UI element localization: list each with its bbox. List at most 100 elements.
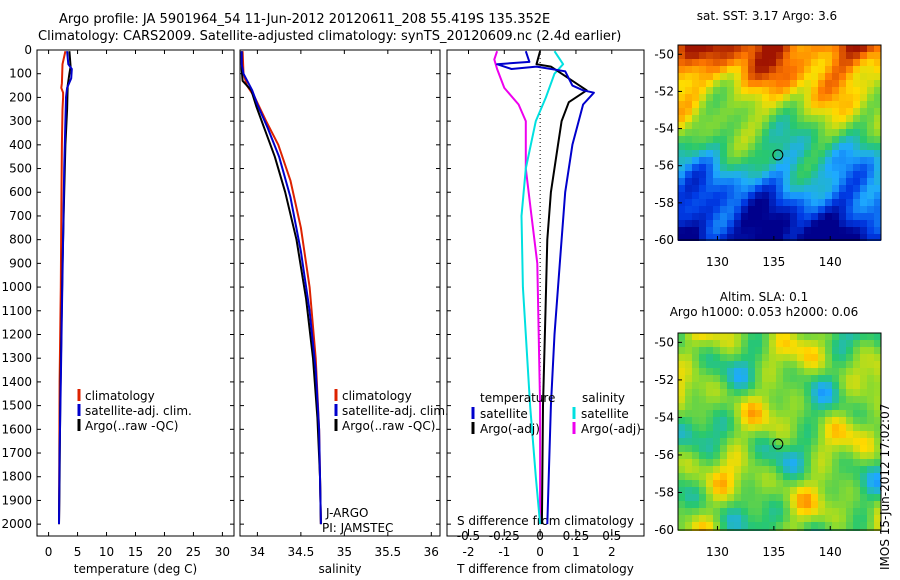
y-tick-label: -54 [654, 410, 674, 424]
x-tick-label: 35.5 [374, 545, 401, 559]
series-line-climatology [241, 51, 322, 525]
sla-map-title-line1: Altim. SLA: 0.1 [720, 290, 808, 304]
y-tick-label: 100 [9, 67, 32, 81]
sla-map-title-line2: Argo h1000: 0.053 h2000: 0.06 [670, 305, 859, 319]
series-line-satelliteadjclim [240, 51, 322, 525]
y-tick-label: 1900 [1, 493, 32, 507]
series-line-climatology [58, 50, 67, 525]
x-tick-label: 20 [157, 545, 172, 559]
legend-label: Argo(..raw -QC) [342, 419, 435, 433]
profile-panel-temperature: 0100200300400500600700800900100011001200… [1, 43, 235, 576]
series-line-argorawqc [240, 51, 322, 525]
y-tick-label: 500 [9, 162, 32, 176]
series-line-argoadj [535, 50, 588, 525]
y-tick-label: 1500 [1, 399, 32, 413]
timestamp-stamp: IMOS 15-Jun-2012 17:02:07 [878, 403, 892, 570]
y-tick-label: 1300 [1, 351, 32, 365]
x2-tick-label: -0.5 [457, 529, 480, 543]
y-tick-label: -60 [654, 233, 674, 247]
series-line-argoadj [493, 50, 542, 525]
sst-map-title: sat. SST: 3.17 Argo: 3.6 [697, 9, 837, 23]
legend-label: satellite [581, 407, 629, 421]
sla-map-panel: 130 135 140 -50 -52 -54 -56 -58 -60 Altim. SLA: 0… [654, 290, 882, 559]
sst-map-panel: 130 135 140 -50 -52 -54 -56 -58 -60 sat. SST: 3.1… [654, 9, 882, 269]
x-axis-label: T difference from climatology [456, 562, 634, 576]
series-line-satelliteadjclim [58, 51, 73, 525]
y-tick-label: -52 [654, 373, 674, 387]
profile-panel-difference: -2 -1 0 1 2 T difference from climatology -0.5… [446, 49, 645, 576]
x-tick-label: 35 [337, 545, 352, 559]
y-tick-label: -50 [654, 335, 674, 349]
chart-title-line1: Argo profile: JA 5901964_54 11-Jun-2012 … [59, 12, 551, 27]
x-tick-label: -2 [463, 545, 475, 559]
y-tick-label: 1000 [1, 280, 32, 294]
map-frame [677, 44, 882, 241]
x2-tick-label: 0.5 [602, 529, 621, 543]
y-tick-label: 200 [9, 90, 32, 104]
y-tick-label: 1100 [1, 304, 32, 318]
float-program-annotation: J-ARGO [325, 506, 368, 520]
x-tick-label: 2 [608, 545, 616, 559]
y-tick-label: 1400 [1, 375, 32, 389]
y-tick-label: 300 [9, 114, 32, 128]
legend-label: satellite-adj. clim. [342, 404, 449, 418]
x-axis-label: temperature (deg C) [74, 562, 197, 576]
x-tick-label: 15 [128, 545, 143, 559]
x-tick-label: 36 [424, 545, 439, 559]
x-tick-label: 34.5 [288, 545, 315, 559]
y-tick-label: -52 [654, 84, 674, 98]
float-pi-annotation: PI: JAMSTEC [322, 521, 393, 535]
x-tick-label: 10 [99, 545, 114, 559]
float-position-marker [772, 438, 784, 450]
x-tick-label: 135 [762, 545, 785, 559]
legend-label: satellite-adj. clim. [85, 404, 192, 418]
y-tick-label: -60 [654, 523, 674, 537]
x-tick-label: 25 [186, 545, 201, 559]
x-tick-label: 140 [819, 255, 842, 269]
y-tick-label: 1200 [1, 327, 32, 341]
profile-panel-salinity: 34 34.5 35 35.5 36 salinity climatologysatelli… [239, 49, 449, 576]
y-tick-label: 1600 [1, 422, 32, 436]
y-tick-label: 400 [9, 138, 32, 152]
series-line-satellite [520, 50, 565, 525]
map-frame [677, 332, 882, 531]
legend-header-salinity: salinity [582, 391, 625, 405]
y-tick-label: -54 [654, 122, 674, 136]
y-tick-label: 0 [24, 43, 32, 57]
x2-tick-label: 0.25 [563, 529, 590, 543]
y-tick-label: -50 [654, 47, 674, 61]
heatmap-cells [678, 333, 881, 531]
chart-title-line2: Climatology: CARS2009. Satellite-adjuste… [38, 29, 622, 44]
y-tick-label: 700 [9, 209, 32, 223]
series-line-satellite [496, 50, 595, 525]
float-position-marker [772, 149, 784, 161]
x-tick-label: 130 [706, 545, 729, 559]
legend-header-temperature: temperature [480, 391, 555, 405]
y-tick-label: 1700 [1, 446, 32, 460]
y-tick-label: 600 [9, 185, 32, 199]
legend-label: Argo(..raw -QC) [85, 419, 178, 433]
x-axis-label: salinity [318, 562, 361, 576]
x-tick-label: 34 [250, 545, 265, 559]
y-tick-label: 2000 [1, 517, 32, 531]
x-tick-label: 0 [536, 545, 544, 559]
legend-label: Argo(-adj) [480, 422, 540, 436]
x-tick-label: -1 [498, 545, 510, 559]
y-tick-label: -58 [654, 485, 674, 499]
x-tick-label: 30 [215, 545, 230, 559]
x-tick-label: 130 [706, 255, 729, 269]
panel-frame [446, 49, 645, 537]
y-tick-label: -58 [654, 196, 674, 210]
y-tick-label: 1800 [1, 470, 32, 484]
panel-frame [239, 49, 441, 537]
x-tick-label: 0 [45, 545, 53, 559]
x2-tick-label: -0.25 [489, 529, 520, 543]
legend-label: satellite [480, 407, 528, 421]
x2-tick-label: 0 [536, 529, 544, 543]
x2-axis-label: S difference from climatology [457, 514, 634, 528]
x-tick-label: 140 [819, 545, 842, 559]
y-tick-label: 800 [9, 233, 32, 247]
legend-label: Argo(-adj) [581, 422, 641, 436]
x-tick-label: 5 [74, 545, 82, 559]
